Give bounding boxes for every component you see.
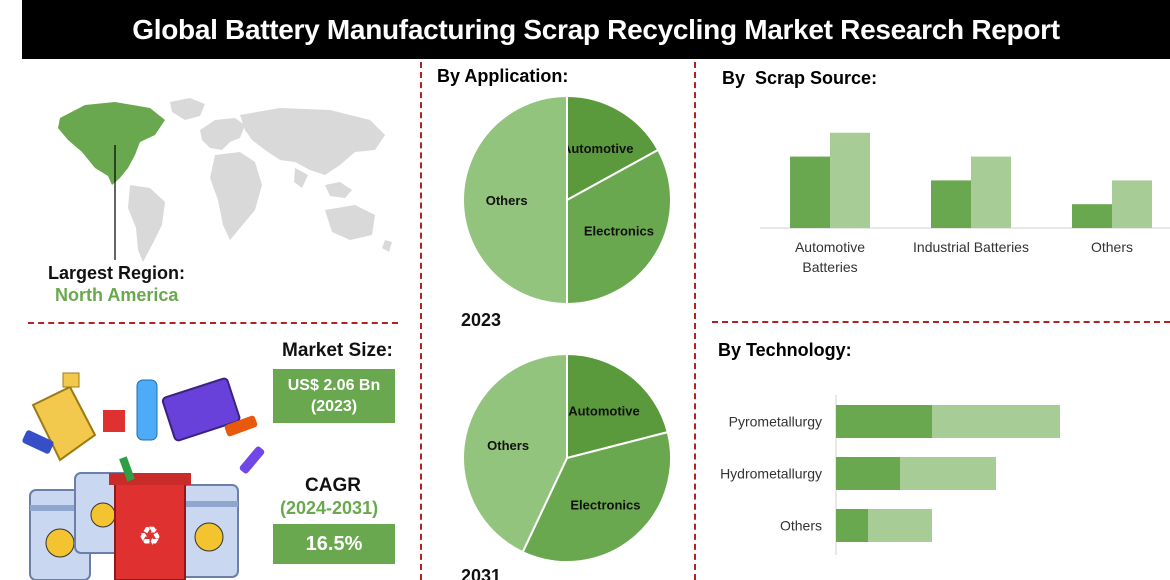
technology-chart: Pyrometallurgy Hydrometallurgy Others [720, 395, 1060, 555]
pie-2031-slice-electronics [521, 430, 672, 563]
scrap-category-label: Batteries [802, 259, 857, 275]
world-map [58, 98, 392, 262]
scrap-source-chart: Automotive Batteries Industrial Batteries O… [760, 132, 1170, 275]
scrap-bar-1-0 [931, 180, 971, 228]
north-america-shape [58, 102, 165, 185]
tech-category-label: Pyrometallurgy [729, 414, 822, 430]
barrel-right [179, 484, 239, 578]
small-batteries [22, 410, 265, 482]
market-size-year: (2023) [310, 398, 358, 415]
scrap-bar-2-1 [1112, 180, 1152, 228]
market-size-label: Market Size: [282, 340, 393, 361]
scrap-bar-0-1 [830, 132, 870, 228]
divider-right-horizontal [712, 321, 1170, 323]
market-size-box: US$ 2.06 Bn (2023) [273, 369, 395, 423]
pie-2023-slice-automotive [566, 94, 660, 202]
divider-left-horizontal [28, 322, 398, 324]
pie-2031-label-automotive: Automotive [568, 403, 640, 418]
pie-year-2031: 2031 [461, 566, 502, 580]
scrap-category-label: Others [1091, 239, 1133, 255]
scrap-source-heading: By Scrap Source: [722, 68, 878, 88]
tech-bar-dark-2 [836, 509, 868, 542]
scrap-category-label: Industrial Batteries [913, 239, 1029, 255]
pie-2031-label-others: Others [487, 438, 529, 453]
pie-2031-slice-automotive [566, 352, 669, 460]
divider-left [420, 62, 422, 580]
cagr-label: CAGR [305, 475, 361, 496]
scrap-bar-2-0 [1072, 204, 1112, 228]
cagr-value: 16.5% [273, 524, 395, 564]
pie-2023-slice-others [462, 94, 568, 306]
tech-category-label: Others [780, 518, 822, 534]
recycle-bin: ♻ [109, 473, 191, 580]
market-size-value: US$ 2.06 Bn [287, 377, 381, 394]
scrap-bar-0-0 [790, 156, 830, 228]
application-pie-2023: Automotive Electronics Others [462, 94, 672, 306]
title-bar: Global Battery Manufacturing Scrap Recyc… [22, 0, 1170, 59]
scrap-bar-1-1 [971, 156, 1011, 228]
tech-bar-dark-0 [836, 405, 932, 438]
application-heading: By Application: [437, 66, 569, 86]
fuel-can [31, 372, 97, 462]
technology-heading: By Technology: [718, 340, 852, 360]
pie-2031-label-electronics: Electronics [570, 497, 640, 512]
largest-region-value: North America [55, 285, 179, 305]
largest-region-label: Largest Region: [48, 263, 186, 283]
tech-category-label: Hydrometallurgy [720, 466, 822, 482]
pie-2031-slice-others [462, 352, 568, 554]
pie-2023-label-automotive: Automotive [562, 141, 634, 156]
divider-right [694, 62, 696, 580]
tech-bar-dark-1 [836, 457, 900, 490]
spray-can [136, 379, 158, 441]
pie-2023-label-others: Others [486, 193, 528, 208]
car-battery [161, 377, 241, 442]
cagr-period: (2024-2031) [280, 498, 379, 518]
report-title: Global Battery Manufacturing Scrap Recyc… [132, 14, 1060, 45]
application-pie-2031: Automotive Electronics Others [462, 352, 672, 563]
pie-2023-label-electronics: Electronics [584, 224, 654, 239]
pie-2023-slice-electronics [566, 148, 672, 306]
battery-scrap-illustration: ♻ [22, 372, 265, 580]
pie-year-2023: 2023 [461, 310, 502, 330]
scrap-category-label: Automotive [795, 239, 865, 255]
svg-text:♻: ♻ [138, 522, 161, 552]
